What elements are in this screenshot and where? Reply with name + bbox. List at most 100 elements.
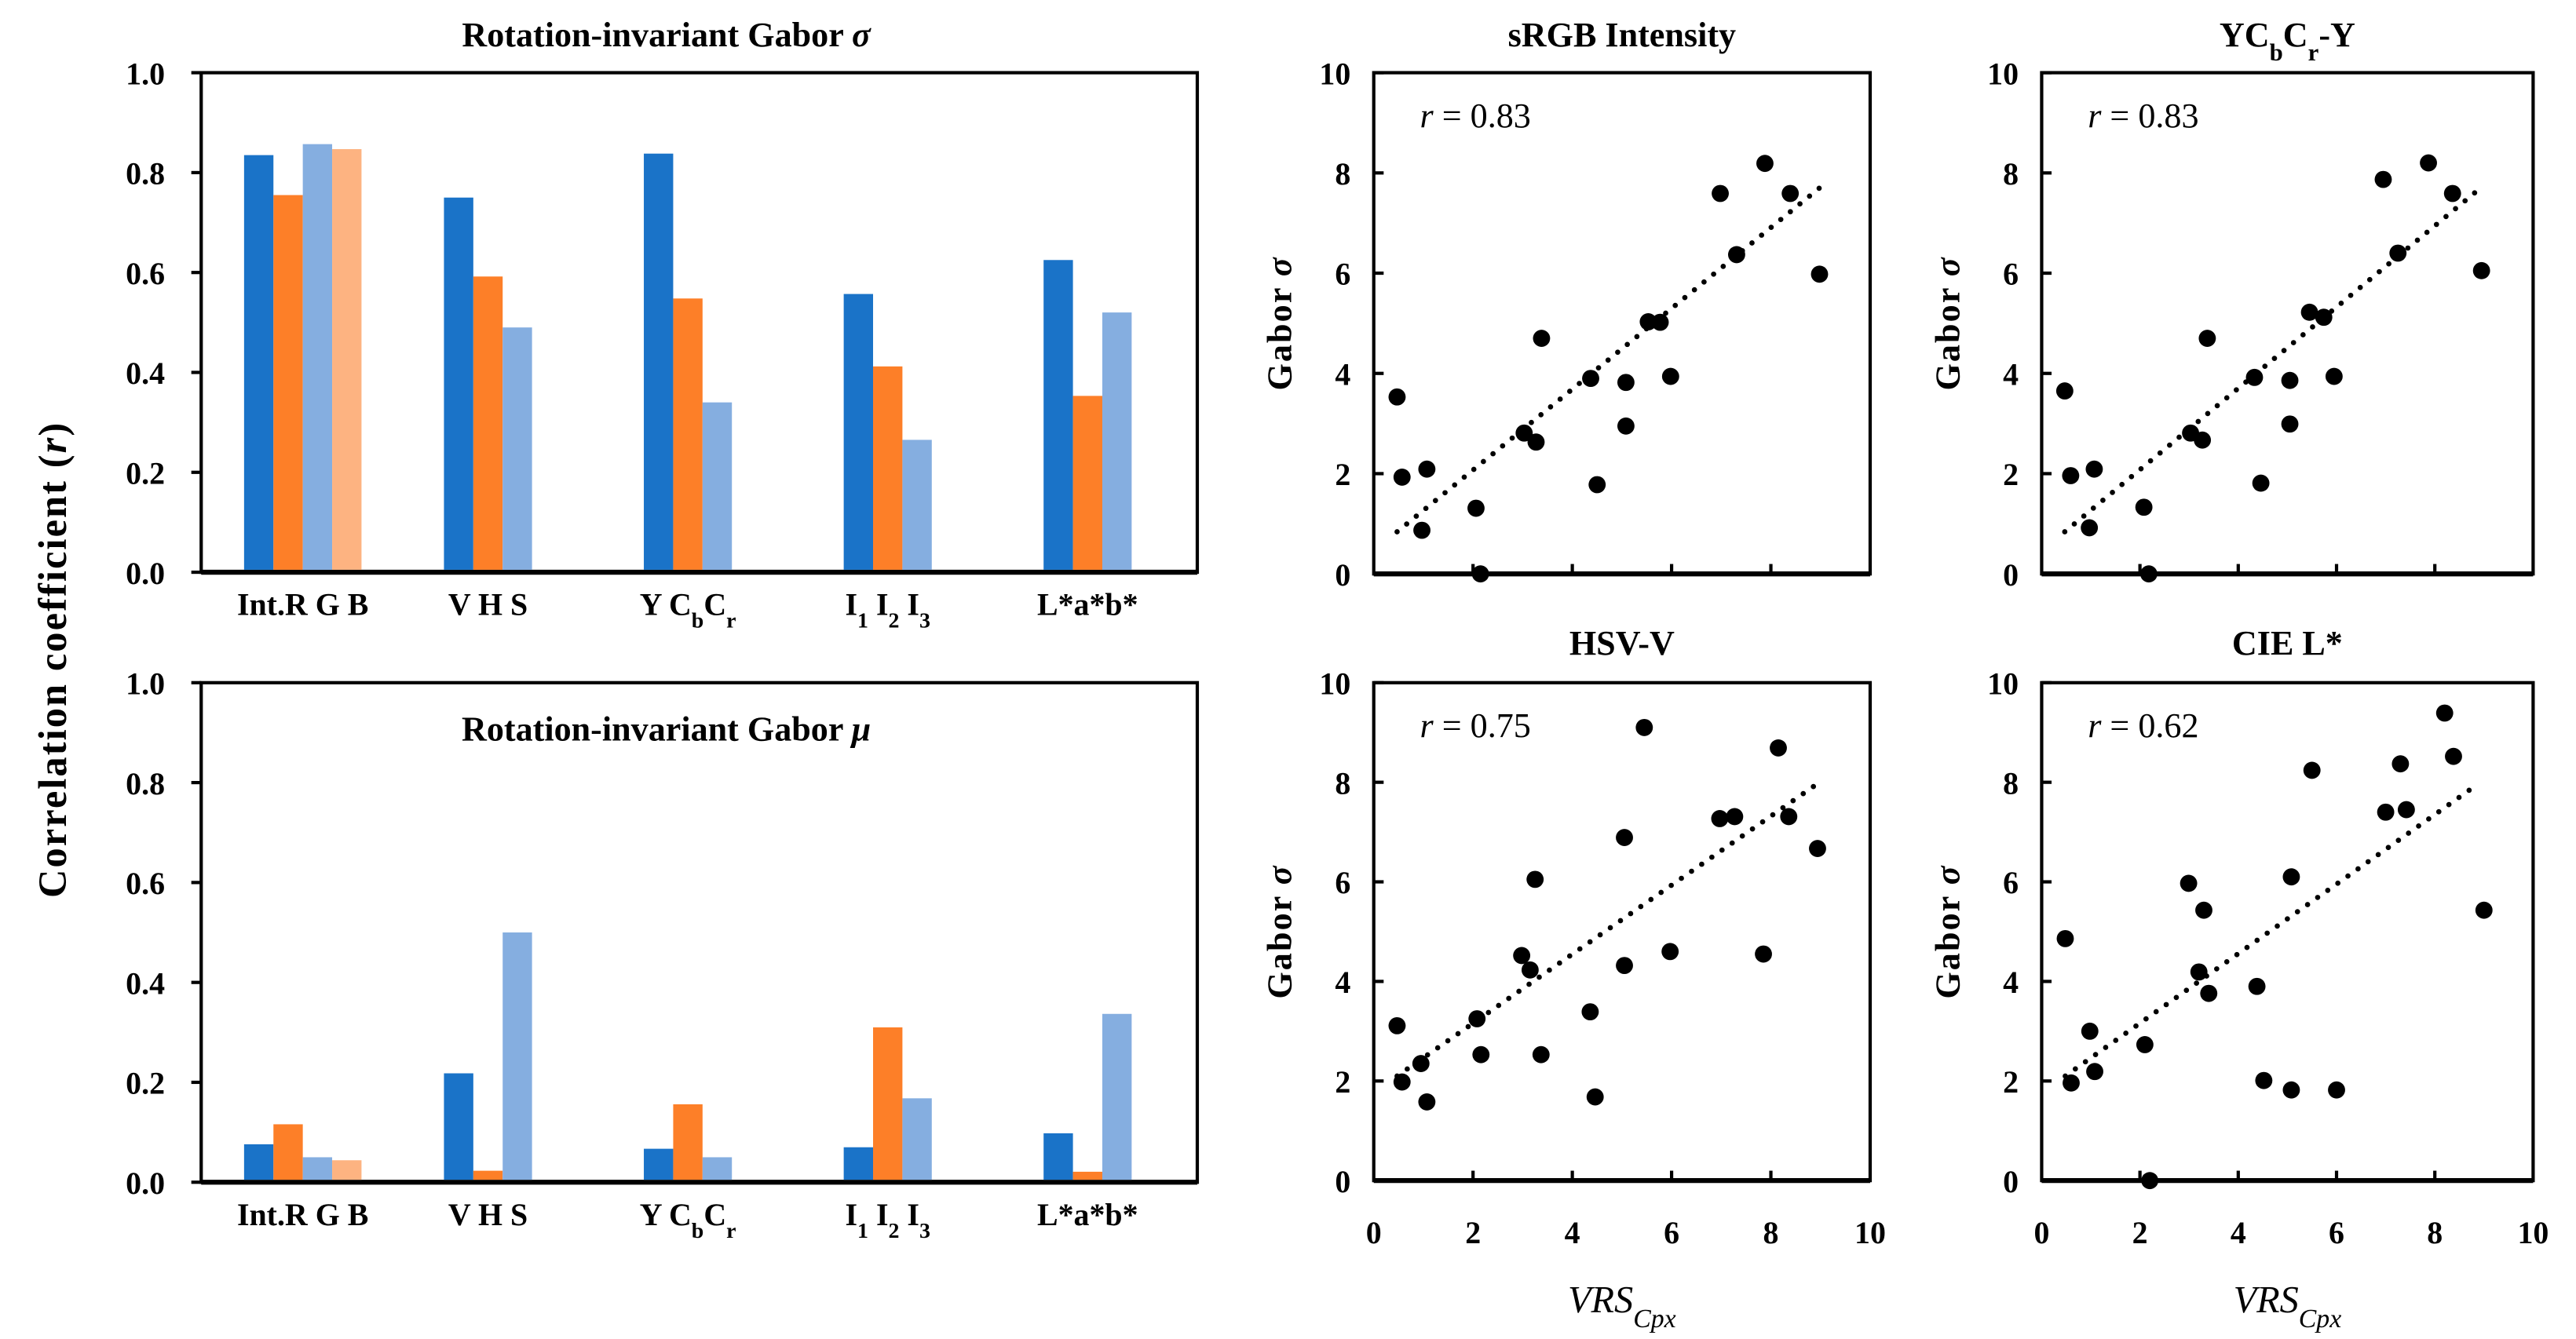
y-tick-label: 0.4 xyxy=(126,356,165,391)
data-point xyxy=(2136,1036,2154,1053)
data-point xyxy=(2135,498,2153,516)
bar xyxy=(843,1147,874,1180)
correlation-annotation: r = 0.75 xyxy=(1420,706,1531,745)
x-axis-label: VRSCpx xyxy=(2234,1279,2342,1334)
category-label: I1 I2 I3 xyxy=(845,1197,930,1243)
chart-title: CIE L* xyxy=(2232,624,2343,662)
data-point xyxy=(1780,808,1798,826)
bar xyxy=(1102,312,1132,570)
correlation-annotation: r = 0.62 xyxy=(2088,706,2198,745)
category-label: Y CbCr xyxy=(640,1197,736,1243)
data-point xyxy=(2282,1081,2300,1099)
data-point xyxy=(2198,330,2216,347)
bar xyxy=(1072,1171,1102,1180)
data-point xyxy=(1467,499,1485,517)
y-axis-label: Gabor σ xyxy=(1928,256,1967,390)
bar xyxy=(873,366,903,570)
data-point xyxy=(1651,313,1669,331)
trendline xyxy=(1394,779,1822,1079)
data-point xyxy=(2255,1071,2273,1089)
data-point xyxy=(1756,155,1774,173)
chart-title: Rotation-invariant Gabor μ xyxy=(462,710,871,748)
y-tick-label: 6 xyxy=(1335,257,1350,292)
data-point xyxy=(2195,901,2212,919)
bar xyxy=(1043,1133,1073,1180)
category-label: V H S xyxy=(448,1197,528,1232)
data-point xyxy=(2282,868,2300,886)
bar xyxy=(673,1104,703,1180)
data-point xyxy=(2377,803,2395,821)
data-point xyxy=(1712,184,1729,202)
data-point xyxy=(2245,368,2264,386)
data-point xyxy=(1617,374,1635,392)
data-point xyxy=(1581,1003,1599,1021)
category-label: I1 I2 I3 xyxy=(845,587,930,633)
y-tick-label: 0.2 xyxy=(126,455,165,491)
data-point xyxy=(1781,184,1800,202)
trendline xyxy=(2062,183,2486,535)
y-axis-label: Gabor σ xyxy=(1928,864,1967,998)
data-point xyxy=(2281,371,2299,389)
hsv-v-scatter: 0 2 4 6 8 10 0 2 4 6 8 10 HSV-V Gabor σ VRSCpx r = 0.75 xyxy=(1261,624,1886,1334)
bar xyxy=(902,1098,932,1180)
x-tick-label: 4 xyxy=(2231,1215,2246,1250)
y-tick-label: 6 xyxy=(2003,865,2019,900)
bar xyxy=(302,1157,333,1180)
data-point xyxy=(1726,808,1744,826)
y-tick-label: 4 xyxy=(1335,965,1350,1000)
data-point xyxy=(1588,476,1606,494)
data-point xyxy=(1661,367,1679,385)
y-tick-label: 4 xyxy=(2003,356,2019,392)
category-label: Int.R G B xyxy=(237,587,368,622)
data-point xyxy=(2252,474,2270,492)
y-tick-label: 0.4 xyxy=(126,965,165,1001)
data-point xyxy=(1418,460,1436,478)
data-point xyxy=(1472,1045,1490,1064)
data-point xyxy=(1811,265,1829,283)
data-point xyxy=(2190,963,2208,981)
data-point xyxy=(2303,761,2321,779)
x-tick-label: 2 xyxy=(1465,1215,1481,1250)
category-label: L*a*b* xyxy=(1037,587,1138,622)
y-tick-label: 0 xyxy=(1335,557,1350,593)
data-point xyxy=(1468,1010,1486,1027)
trendline xyxy=(2063,780,2482,1079)
y-tick-label: 0.6 xyxy=(126,256,165,291)
bar xyxy=(473,1170,503,1180)
data-point xyxy=(2281,415,2299,433)
data-point xyxy=(1661,943,1679,961)
ycbcr-y-scatter: 0 2 4 6 8 10 YCbCr-Y Gabor σ r = 0.83 xyxy=(1928,16,2535,593)
chart-title: YCbCr-Y xyxy=(2220,16,2355,66)
x-axis-label: VRSCpx xyxy=(1568,1279,1676,1334)
data-point xyxy=(1393,1073,1411,1091)
data-point xyxy=(2200,984,2218,1002)
y-tick-label: 10 xyxy=(1987,56,2019,91)
chart-title: sRGB Intensity xyxy=(1508,16,1736,54)
data-point xyxy=(1770,739,1787,757)
data-point xyxy=(2180,874,2198,892)
data-point xyxy=(2328,1081,2345,1099)
data-point xyxy=(1533,330,1551,347)
y-tick-label: 2 xyxy=(2003,1064,2019,1100)
data-point xyxy=(1513,947,1531,965)
y-tick-label: 0.0 xyxy=(126,1166,165,1201)
data-point xyxy=(2325,367,2343,385)
data-point xyxy=(2445,747,2462,765)
y-tick-label: 0 xyxy=(1335,1164,1350,1199)
bar xyxy=(302,144,333,570)
y-tick-label: 6 xyxy=(1335,865,1350,900)
gabor-sigma-bar-chart: 0.0 0.2 0.4 0.6 0.8 1.0 Rotation-invariant Gab… xyxy=(126,16,1200,633)
data-point xyxy=(1526,870,1544,888)
y-tick-label: 2 xyxy=(2003,457,2019,492)
category-label: Y CbCr xyxy=(640,587,736,633)
data-point xyxy=(2389,244,2407,262)
data-point xyxy=(2081,519,2099,537)
x-tick-label: 4 xyxy=(1565,1215,1580,1250)
bar xyxy=(702,402,733,570)
gabor-mu-bar-chart: 0.0 0.2 0.4 0.6 0.8 1.0 Rotation-invariant Gab… xyxy=(126,666,1200,1243)
trendline xyxy=(1394,185,1822,535)
y-axis-label: Gabor σ xyxy=(1261,256,1299,390)
data-point xyxy=(2056,929,2074,947)
data-point xyxy=(2141,1172,2159,1190)
data-point xyxy=(1393,469,1411,486)
